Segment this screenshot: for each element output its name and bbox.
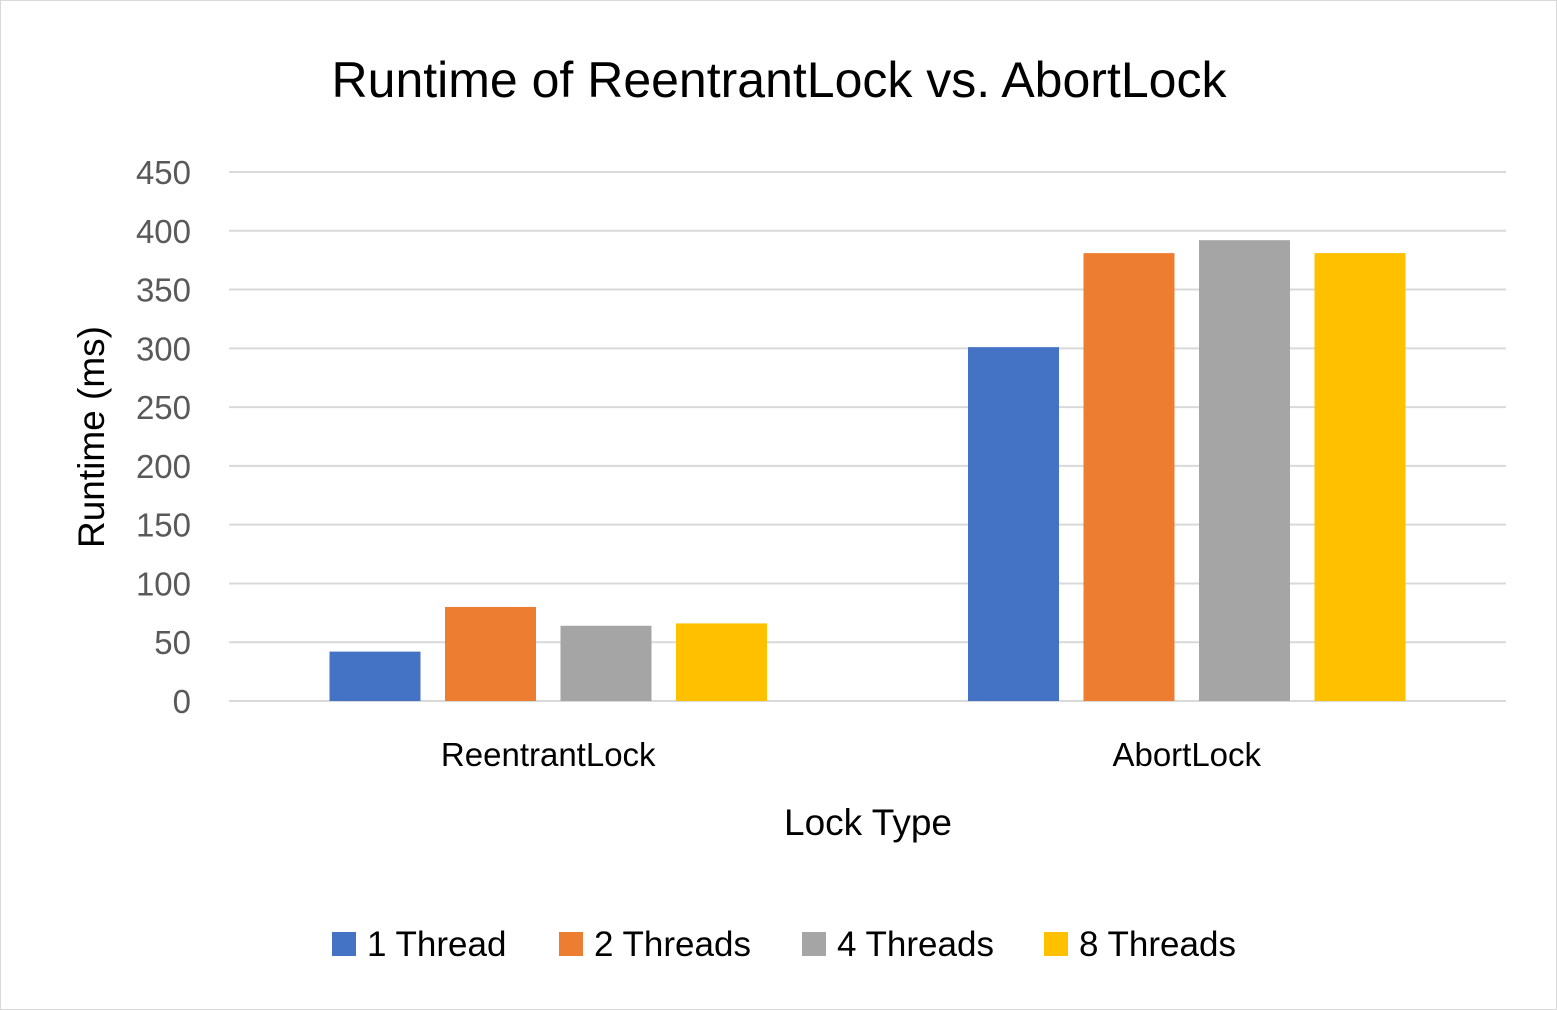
x-category-label-reentrantlock: ReentrantLock [441,736,656,773]
y-tick-label-0: 0 [173,683,191,720]
y-tick-label-150: 150 [136,507,191,544]
bar-abortlock-8-threads [1314,253,1406,701]
y-tick-label-450: 450 [136,154,191,191]
gridlines [229,171,1506,702]
legend-swatch-4-threads [802,932,826,956]
legend-item-8-threads: 8 Threads [1044,925,1236,964]
chart-title: Runtime of ReentrantLock vs. AbortLock [332,52,1228,108]
y-axis-title: Runtime (ms) [71,326,112,548]
bar-reentrantlock-2-threads [445,606,536,701]
y-tick-label-350: 350 [136,272,191,309]
x-category-label-abortlock: AbortLock [1112,736,1261,773]
y-tick-label-300: 300 [136,330,191,367]
y-tick-label-400: 400 [136,213,191,250]
legend-label-4-threads: 4 Threads [837,925,994,964]
legend-label-1-thread: 1 Thread [367,925,506,964]
legend-label-2-threads: 2 Threads [594,925,751,964]
bar-reentrantlock-4-threads [560,625,652,701]
y-tick-label-250: 250 [136,389,191,426]
x-axis-title: Lock Type [784,802,952,843]
bar-reentrantlock-8-threads [676,623,767,701]
bar-abortlock-4-threads [1199,240,1290,701]
y-tick-label-200: 200 [136,448,191,485]
y-axis-tick-labels: 0 50 100 150 200 250 300 350 400 450 [136,154,191,720]
legend-swatch-1-thread [332,932,356,956]
y-tick-label-50: 50 [154,624,191,661]
bar-reentrantlock-1-thread [329,651,421,701]
legend: 1 Thread 2 Threads 4 Threads 8 Threads [332,925,1236,964]
legend-item-1-thread: 1 Thread [332,925,506,964]
bar-abortlock-1-thread [968,347,1059,701]
legend-swatch-2-threads [559,932,583,956]
x-axis-category-labels: ReentrantLock AbortLock [441,736,1262,773]
legend-item-2-threads: 2 Threads [559,925,751,964]
bar-abortlock-2-threads [1083,253,1175,701]
legend-item-4-threads: 4 Threads [802,925,994,964]
bars [329,240,1406,701]
legend-label-8-threads: 8 Threads [1079,925,1236,964]
y-tick-label-100: 100 [136,565,191,602]
legend-swatch-8-threads [1044,932,1068,956]
